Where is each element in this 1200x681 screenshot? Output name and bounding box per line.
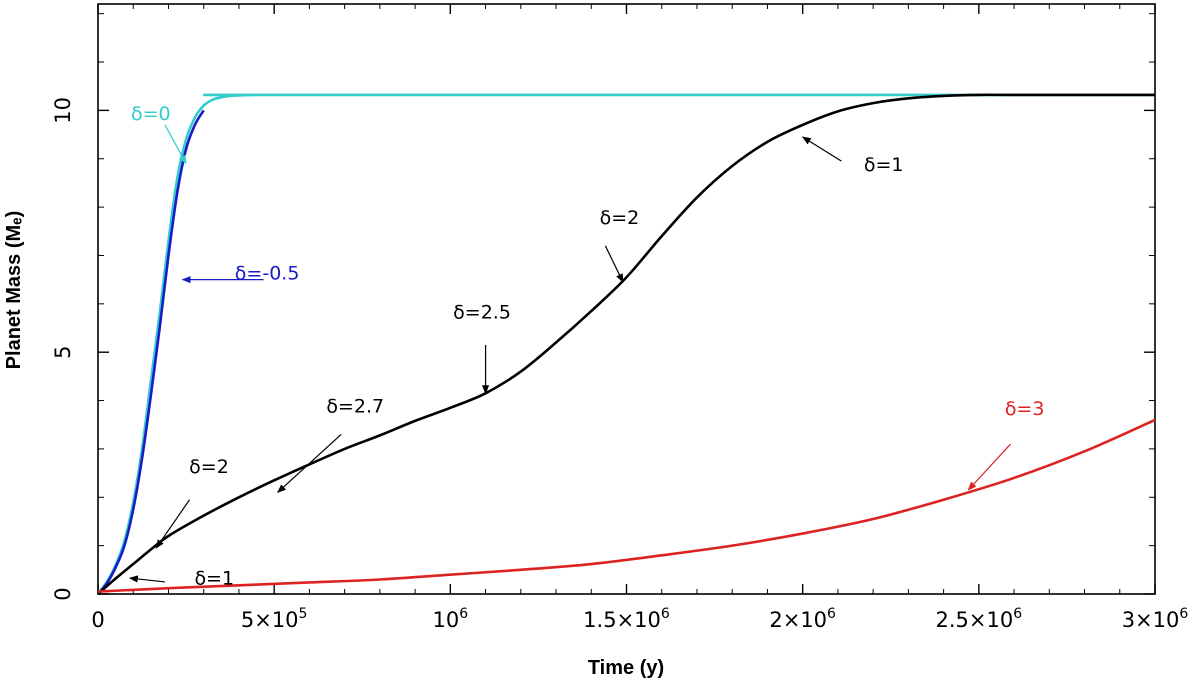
x-tick-label-2: 106 — [433, 606, 469, 632]
axis-ticks: 0 5×105 106 1.5×106 2×106 2.5×106 3×106 0 5 10 — [51, 4, 1188, 632]
annotation-arrow-5 — [277, 433, 342, 494]
annotation-label-8: δ=3 — [1005, 398, 1045, 420]
x-tick-label-6: 3×106 — [1122, 606, 1189, 632]
series-line-0 — [96, 93, 1155, 595]
series-line-1 — [97, 109, 205, 595]
annotation-label-3: δ=2 — [600, 207, 640, 229]
annotation-arrow-0 — [164, 124, 187, 165]
annotation-arrow-2 — [801, 136, 842, 162]
annotation-label-0: δ=0 — [131, 103, 171, 125]
series-line-2 — [97, 93, 1155, 595]
annotation-label-2: δ=1 — [864, 154, 904, 176]
annotation-arrow-8 — [967, 443, 1011, 491]
annotation-arrow-3 — [604, 245, 624, 283]
annotation-arrow-7 — [128, 575, 166, 583]
annotation-label-4: δ=2.5 — [453, 301, 511, 323]
annotation-label-7: δ=1 — [194, 567, 234, 589]
plot-frame — [97, 3, 1156, 595]
x-tick-label-1: 5×105 — [241, 606, 308, 632]
x-tick-label-0: 0 — [91, 608, 104, 632]
y-tick-label-1: 5 — [51, 346, 75, 359]
x-tick-label-3: 1.5×106 — [583, 606, 670, 632]
annotation-label-6: δ=2 — [189, 456, 229, 478]
x-axis-title: Time (y) — [588, 657, 664, 679]
annotation-label-1: δ=-0.5 — [235, 263, 300, 285]
annotation-arrow-6 — [155, 499, 191, 549]
series-group — [96, 93, 1156, 595]
series-line-3 — [97, 418, 1156, 593]
y-tick-label-2: 10 — [51, 97, 75, 124]
annotations-group: δ=0 δ=-0.5 δ=1 δ=2 δ=2.5 δ=2.7 δ=2 δ=1 δ=3 — [128, 103, 1045, 589]
y-tick-label-0: 0 — [51, 587, 75, 600]
x-tick-label-4: 2×106 — [769, 606, 836, 632]
y-axis-title: Planet Mass (Mₑ) — [3, 211, 25, 370]
x-tick-label-5: 2.5×106 — [936, 606, 1023, 632]
annotation-label-5: δ=2.7 — [326, 396, 384, 418]
